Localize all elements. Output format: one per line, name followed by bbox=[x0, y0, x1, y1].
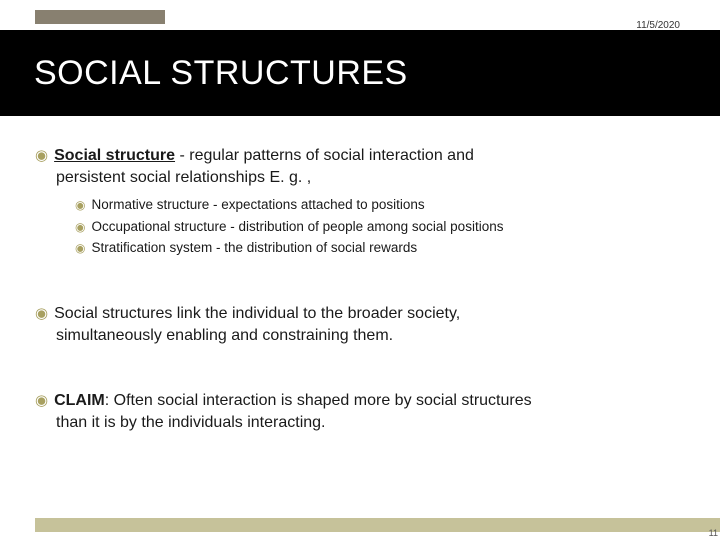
slide-title: SOCIAL STRUCTURES bbox=[34, 54, 408, 93]
main-item-text: CLAIM: Often social interaction is shape… bbox=[54, 390, 532, 412]
title-band: SOCIAL STRUCTURES bbox=[0, 30, 720, 116]
footer-accent-bar bbox=[35, 518, 720, 532]
sub-item: ◉ Stratification system - the distributio… bbox=[75, 237, 690, 259]
target-bullet-icon: ◉ bbox=[35, 391, 48, 411]
main-item-rest: - regular patterns of social interaction… bbox=[175, 147, 474, 164]
target-bullet-icon: ◉ bbox=[75, 196, 85, 215]
sub-item-text: Normative structure - expectations attac… bbox=[91, 194, 424, 216]
target-bullet-icon: ◉ bbox=[75, 218, 85, 237]
sub-item-text: Occupational structure - distribution of… bbox=[91, 216, 503, 238]
sub-item: ◉ Normative structure - expectations atta… bbox=[75, 194, 690, 216]
main-item-line: ◉ CLAIM: Often social interaction is shap… bbox=[35, 390, 690, 412]
main-item-line: ◉ Social structures link the individual … bbox=[35, 303, 690, 325]
target-bullet-icon: ◉ bbox=[35, 146, 48, 166]
lead-term: Social structure bbox=[54, 147, 175, 164]
main-item: ◉ Social structure - regular patterns of … bbox=[35, 145, 690, 259]
main-item-line: ◉ Social structure - regular patterns of … bbox=[35, 145, 690, 167]
main-item-text: Social structure - regular patterns of s… bbox=[54, 145, 474, 167]
main-item: ◉ Social structures link the individual … bbox=[35, 303, 690, 346]
page-number: 11 bbox=[709, 528, 718, 538]
sub-list: ◉ Normative structure - expectations atta… bbox=[35, 194, 690, 259]
main-item-rest: Social structures link the individual to… bbox=[54, 305, 460, 322]
main-item-rest: : Often social interaction is shaped mor… bbox=[105, 392, 532, 409]
main-item: ◉ CLAIM: Often social interaction is shap… bbox=[35, 390, 690, 433]
lead-term: CLAIM bbox=[54, 392, 105, 409]
top-accent-bar bbox=[35, 10, 165, 24]
main-item-continuation: persistent social relationships E. g. , bbox=[35, 167, 690, 189]
target-bullet-icon: ◉ bbox=[35, 304, 48, 324]
main-item-continuation: simultaneously enabling and constraining… bbox=[35, 325, 690, 347]
main-item-continuation: than it is by the individuals interactin… bbox=[35, 412, 690, 434]
sub-item: ◉ Occupational structure - distribution o… bbox=[75, 216, 690, 238]
content-area: ◉ Social structure - regular patterns of … bbox=[35, 145, 690, 461]
target-bullet-icon: ◉ bbox=[75, 239, 85, 258]
sub-item-text: Stratification system - the distribution… bbox=[91, 237, 417, 259]
main-item-text: Social structures link the individual to… bbox=[54, 303, 460, 325]
